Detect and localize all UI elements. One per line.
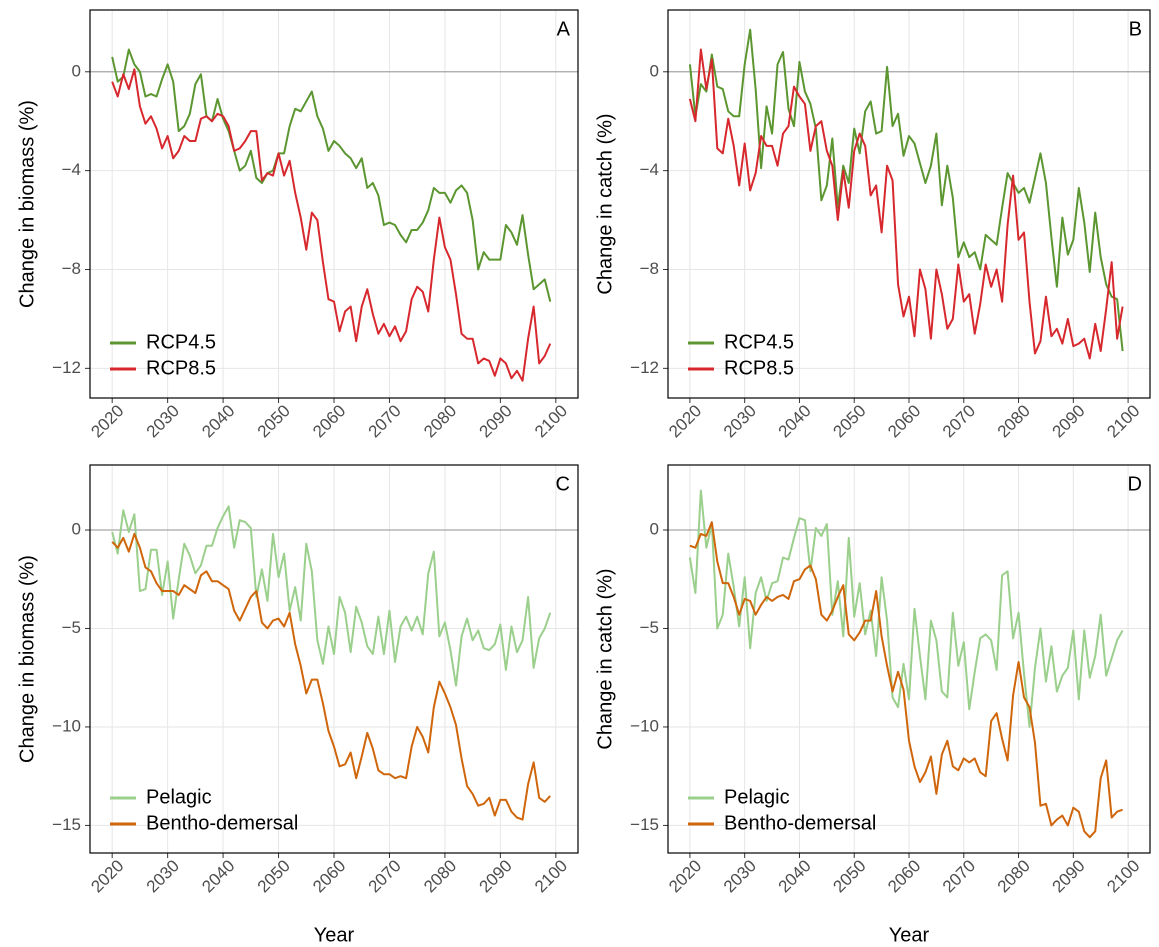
y-tick-label: −15 <box>52 815 81 834</box>
y-tick-label: −10 <box>52 716 81 735</box>
y-tick-label: −8 <box>640 259 659 278</box>
panel: 2020 2030 2040 2050 2060 2070 2080 2090 2100 −12 −… <box>16 9 579 441</box>
x-tick-label: 2050 <box>254 401 294 441</box>
x-tick-label: 2060 <box>884 401 924 441</box>
line-series <box>111 68 552 382</box>
y-tick-label: 0 <box>650 61 659 80</box>
y-tick-label: −8 <box>62 259 81 278</box>
x-tick-label: 2100 <box>1103 856 1143 896</box>
y-tick-label: −12 <box>52 358 81 377</box>
y-tick-label: −4 <box>62 160 81 179</box>
legend-label: RCP4.5 <box>146 331 216 353</box>
y-tick-label: −15 <box>630 815 659 834</box>
x-tick-label: 2050 <box>829 856 869 896</box>
line-series <box>688 489 1124 728</box>
plot-border <box>89 9 579 399</box>
x-tick-label: 2030 <box>720 401 760 441</box>
x-tick-label: 2080 <box>420 401 460 441</box>
legend-label: Pelagic <box>724 786 790 808</box>
x-tick-label: 2050 <box>829 401 869 441</box>
plot-border <box>667 464 1151 854</box>
x-tick-label: 2040 <box>198 401 238 441</box>
x-tick-label: 2030 <box>720 856 760 896</box>
y-tick-label: −10 <box>630 716 659 735</box>
x-tick-label: 2060 <box>309 401 349 441</box>
x-tick-label: 2090 <box>1049 401 1089 441</box>
x-tick-label: 2050 <box>254 856 294 896</box>
x-tick-label: 2020 <box>665 856 705 896</box>
legend-label: Pelagic <box>146 786 212 808</box>
y-axis-title: Change in biomass (%) <box>16 100 38 308</box>
legend-label: Bentho-demersal <box>146 812 298 834</box>
y-tick-label: −4 <box>640 160 659 179</box>
y-tick-label: 0 <box>72 519 81 538</box>
x-tick-label: 2100 <box>531 401 571 441</box>
x-tick-label: 2100 <box>1103 401 1143 441</box>
y-axis-title: Change in catch (%) <box>594 113 616 294</box>
y-tick-label: −5 <box>640 618 659 637</box>
panel: 2020 2030 2040 2050 2060 2070 2080 2090 2100 −15 −… <box>16 464 579 946</box>
x-tick-label: 2090 <box>476 401 516 441</box>
line-series <box>689 521 1123 839</box>
legend-label: RCP8.5 <box>724 357 794 379</box>
y-axis-title: Change in catch (%) <box>594 568 616 749</box>
x-tick-label: 2070 <box>365 401 405 441</box>
x-tick-label: 2030 <box>143 401 183 441</box>
panel-label: C <box>556 473 570 495</box>
panel: 2020 2030 2040 2050 2060 2070 2080 2090 2100 −15 −… <box>594 464 1151 946</box>
legend-label: RCP8.5 <box>146 357 216 379</box>
panel: 2020 2030 2040 2050 2060 2070 2080 2090 2100 −12 −… <box>594 9 1151 441</box>
x-tick-label: 2020 <box>665 401 705 441</box>
x-tick-label: 2040 <box>775 401 815 441</box>
plot-border <box>667 9 1151 399</box>
x-tick-label: 2020 <box>87 401 127 441</box>
x-axis-title: Year <box>889 924 930 946</box>
x-tick-label: 2070 <box>939 856 979 896</box>
x-tick-label: 2080 <box>994 401 1034 441</box>
x-tick-label: 2030 <box>143 856 183 896</box>
x-tick-label: 2080 <box>994 856 1034 896</box>
line-series <box>111 505 552 687</box>
line-series <box>688 28 1124 352</box>
x-tick-label: 2060 <box>309 856 349 896</box>
x-tick-label: 2080 <box>420 856 460 896</box>
y-axis-title: Change in biomass (%) <box>16 555 38 763</box>
x-tick-label: 2020 <box>87 856 127 896</box>
x-tick-label: 2070 <box>365 856 405 896</box>
y-tick-label: 0 <box>650 519 659 538</box>
y-tick-label: −5 <box>62 618 81 637</box>
x-tick-label: 2040 <box>198 856 238 896</box>
x-tick-label: 2040 <box>775 856 815 896</box>
plot-border <box>89 464 579 854</box>
y-tick-label: −12 <box>630 358 659 377</box>
x-tick-label: 2100 <box>531 856 571 896</box>
panel-label: D <box>1128 473 1142 495</box>
line-series <box>111 532 551 821</box>
line-series <box>688 48 1124 360</box>
x-tick-label: 2090 <box>476 856 516 896</box>
y-tick-label: 0 <box>72 61 81 80</box>
x-tick-label: 2070 <box>939 401 979 441</box>
legend-label: Bentho-demersal <box>724 812 876 834</box>
x-tick-label: 2090 <box>1049 856 1089 896</box>
x-tick-label: 2060 <box>884 856 924 896</box>
legend-label: RCP4.5 <box>724 331 794 353</box>
panel-label: B <box>1129 18 1142 40</box>
panel-label: A <box>557 18 571 40</box>
x-axis-title: Year <box>314 924 355 946</box>
line-series <box>111 48 552 302</box>
